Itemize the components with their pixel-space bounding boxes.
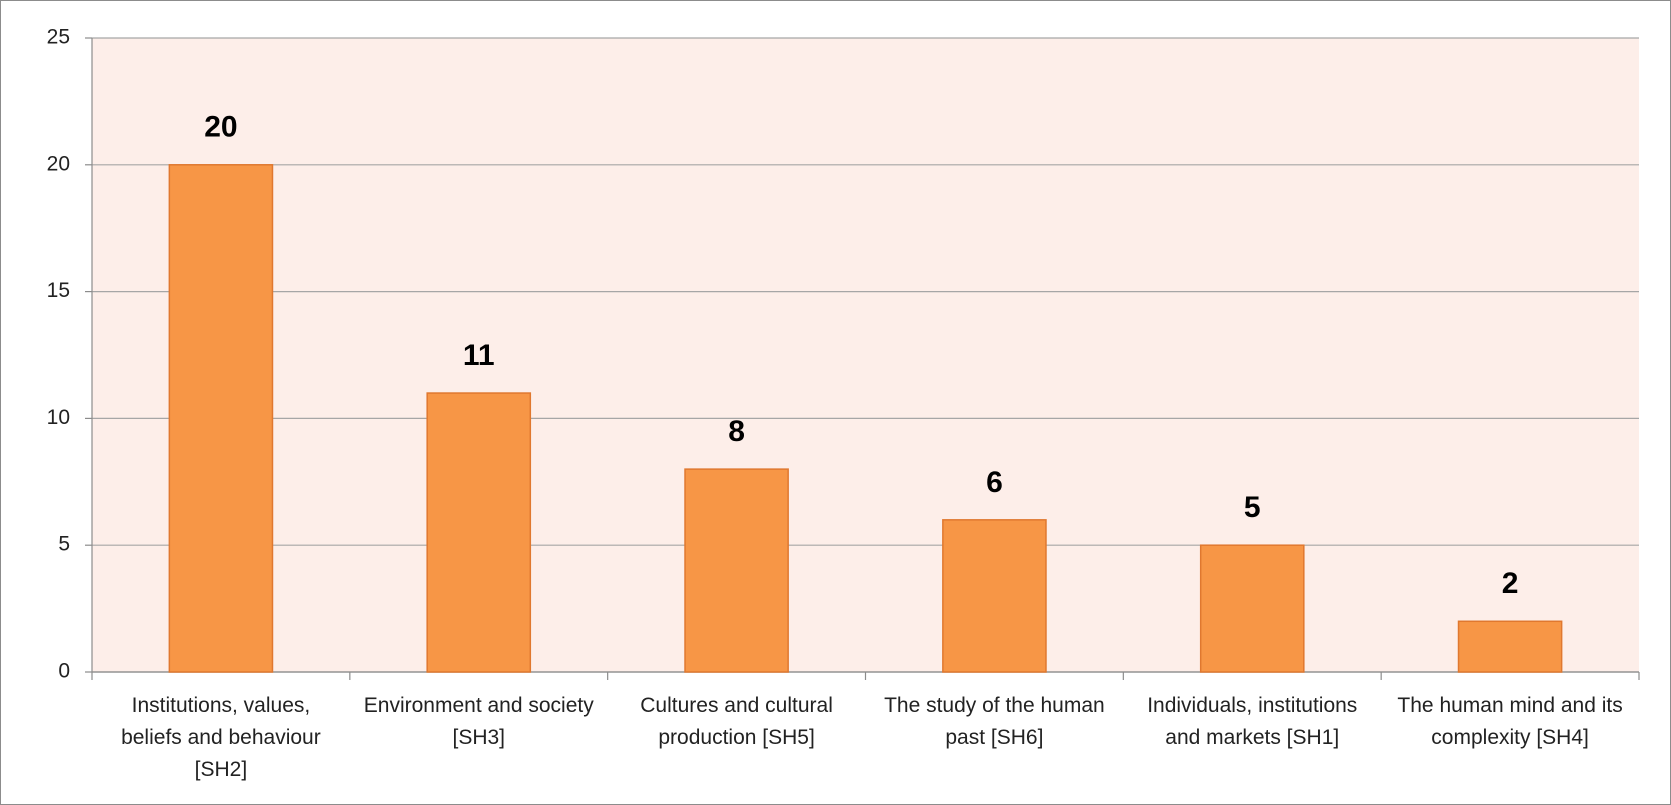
x-tick-label: Cultures and cultural production [SH5] (640, 694, 833, 749)
x-tick-label: The human mind and its complexity [SH4] (1397, 694, 1623, 749)
y-tick-label: 25 (47, 26, 70, 49)
bar (1199, 544, 1305, 673)
plot-area (92, 38, 1639, 672)
x-tick-label: Individuals, institutions and markets [S… (1147, 694, 1358, 749)
y-tick-label: 15 (47, 279, 70, 302)
x-tick-label: The study of the human past [SH6] (884, 694, 1105, 749)
y-tick-label: 20 (47, 152, 70, 175)
bar (1457, 620, 1563, 673)
x-tick-label: Institutions, values, beliefs and behavi… (121, 694, 321, 781)
bar (426, 392, 532, 673)
bar (168, 164, 274, 673)
y-tick-label: 10 (47, 406, 70, 429)
data-label: 20 (204, 111, 237, 144)
bar (942, 519, 1047, 673)
data-label: 6 (986, 466, 1003, 499)
y-tick-label: 5 (58, 533, 70, 556)
y-tick-label: 0 (58, 660, 70, 683)
bar (684, 468, 789, 673)
data-label: 11 (463, 339, 495, 372)
data-label: 5 (1244, 491, 1261, 524)
data-label: 8 (728, 415, 745, 448)
data-label: 2 (1502, 567, 1519, 600)
x-tick-label: Environment and society [SH3] (363, 694, 594, 749)
